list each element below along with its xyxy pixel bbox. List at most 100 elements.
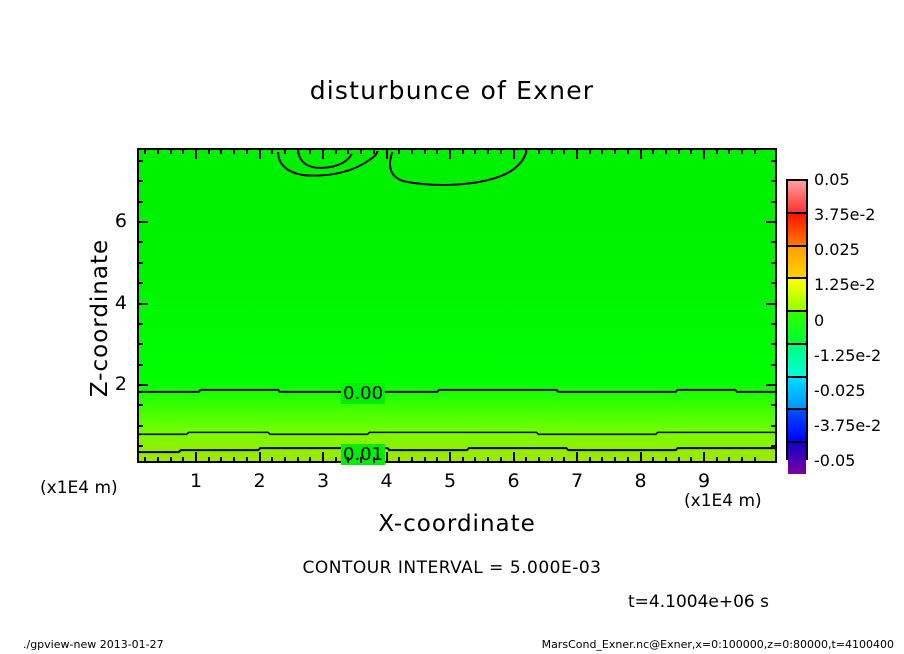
x-unit-left-label: (x1E4 m) xyxy=(40,478,118,498)
y-axis-tick-minor xyxy=(771,322,777,325)
y-axis-tick-minor xyxy=(137,159,143,162)
colorbar-band xyxy=(788,441,806,474)
colorbar-tick-label: 0 xyxy=(814,310,825,330)
y-axis-tick-minor xyxy=(137,261,143,264)
x-axis-tick-minor xyxy=(309,148,312,154)
y-axis-tick-minor xyxy=(771,445,777,448)
y-axis-tick-minor xyxy=(771,424,777,427)
x-axis-tick-minor xyxy=(296,148,299,154)
field-color-fill xyxy=(139,150,775,461)
x-axis-tick-major xyxy=(385,452,388,463)
y-axis-tick-label: 2 xyxy=(114,373,127,395)
x-axis-tick-minor xyxy=(753,148,756,154)
contour-lines xyxy=(139,150,775,454)
y-axis-tick-minor xyxy=(137,282,143,285)
x-axis-tick-minor xyxy=(741,148,744,154)
x-axis-tick-minor xyxy=(588,457,591,463)
y-axis-title: Z-coordinate xyxy=(87,238,113,398)
x-axis-tick-major xyxy=(703,148,705,159)
x-axis-tick-minor xyxy=(690,148,693,154)
x-axis-tick-minor xyxy=(474,457,477,463)
colorbar-tick-label: -1.25e-2 xyxy=(814,345,882,365)
x-axis-tick-minor xyxy=(753,457,756,463)
colorbar-band xyxy=(788,342,806,376)
x-axis-tick-major xyxy=(703,452,705,463)
x-axis-tick-minor xyxy=(156,148,159,154)
colorbar-tick-label: 0.05 xyxy=(814,170,850,189)
contour-label-0-00: 0.00 xyxy=(341,383,386,404)
y-axis-tick-minor xyxy=(137,404,143,407)
x-axis-tick-minor xyxy=(474,148,477,154)
y-axis-tick-minor xyxy=(771,241,777,244)
x-axis-tick-minor xyxy=(283,148,286,154)
x-axis-tick-minor xyxy=(677,148,680,154)
x-axis-tick-major xyxy=(322,452,324,463)
x-axis-tick-major xyxy=(258,148,261,159)
x-axis-tick-major xyxy=(195,148,197,159)
x-axis-tick-minor xyxy=(334,457,337,463)
x-axis-tick-minor xyxy=(245,457,248,463)
y-axis-tick-minor xyxy=(137,322,143,325)
x-axis-tick-minor xyxy=(614,148,617,154)
y-axis-tick-minor xyxy=(137,445,143,448)
x-axis-tick-minor xyxy=(334,148,337,154)
x-axis-tick-label: 8 xyxy=(634,470,647,492)
y-axis-tick-major xyxy=(766,384,777,386)
x-axis-tick-minor xyxy=(614,457,617,463)
x-axis-tick-minor xyxy=(144,148,147,154)
x-axis-tick-major xyxy=(639,452,642,463)
x-axis-tick-minor xyxy=(283,457,286,463)
colorbar-band xyxy=(788,244,806,278)
y-axis-tick-minor xyxy=(137,343,143,346)
y-axis-tick-minor xyxy=(771,282,777,285)
x-axis-tick-minor xyxy=(207,457,210,463)
x-axis-tick-minor xyxy=(550,457,553,463)
contour-plot-area[interactable] xyxy=(137,148,777,463)
x-axis-tick-minor xyxy=(309,457,312,463)
x-axis-tick-minor xyxy=(461,148,464,154)
y-axis-tick-minor xyxy=(771,261,777,264)
x-axis-tick-major xyxy=(258,452,261,463)
x-axis-tick-minor xyxy=(499,457,502,463)
x-axis-tick-minor xyxy=(360,457,363,463)
x-axis-tick-minor xyxy=(245,148,248,154)
colorbar-band xyxy=(788,375,806,409)
contour-interval-note: CONTOUR INTERVAL = 5.000E-03 xyxy=(302,558,602,578)
colorbar-tick-label: -3.75e-2 xyxy=(814,415,882,435)
x-axis-tick-major xyxy=(195,452,197,463)
x-axis-tick-minor xyxy=(410,148,413,154)
x-axis-tick-minor xyxy=(563,148,566,154)
x-axis-tick-major xyxy=(322,148,324,159)
y-axis-tick-minor xyxy=(137,363,143,366)
x-axis-tick-label: 5 xyxy=(443,470,457,492)
y-axis-tick-minor xyxy=(771,180,777,183)
x-axis-tick-minor xyxy=(664,457,667,463)
x-axis-tick-major xyxy=(576,452,578,463)
x-axis-tick-minor xyxy=(436,457,439,463)
x-axis-tick-minor xyxy=(626,148,629,154)
x-axis-tick-minor xyxy=(499,148,502,154)
colorbar-tick-label: -0.025 xyxy=(814,380,866,400)
time-stamp: t=4.1004e+06 s xyxy=(628,592,769,612)
x-axis-tick-label: 2 xyxy=(253,470,266,492)
x-axis-tick-minor xyxy=(525,457,528,463)
y-axis-tick-major xyxy=(766,221,777,223)
x-axis-tick-minor xyxy=(220,148,223,154)
x-axis-tick-major xyxy=(449,148,451,159)
x-axis-tick-label: 6 xyxy=(507,470,520,492)
footer-right: MarsCond_Exner.nc@Exner,x=0:100000,z=0:8… xyxy=(541,638,894,651)
y-axis-tick-major xyxy=(766,302,777,305)
x-axis-tick-label: 1 xyxy=(189,470,203,492)
colorbar-band xyxy=(788,277,806,311)
x-axis-tick-minor xyxy=(271,457,274,463)
x-axis-tick-minor xyxy=(372,457,375,463)
x-axis-tick-minor xyxy=(398,457,401,463)
colorbar[interactable] xyxy=(786,179,808,474)
x-axis-tick-label: 4 xyxy=(380,470,393,492)
colorbar-tick-label: 3.75e-2 xyxy=(814,205,876,225)
x-axis-tick-minor xyxy=(360,148,363,154)
x-axis-tick-minor xyxy=(626,457,629,463)
x-axis-tick-minor xyxy=(347,457,350,463)
x-axis-tick-minor xyxy=(182,457,185,463)
x-axis-tick-minor xyxy=(347,148,350,154)
